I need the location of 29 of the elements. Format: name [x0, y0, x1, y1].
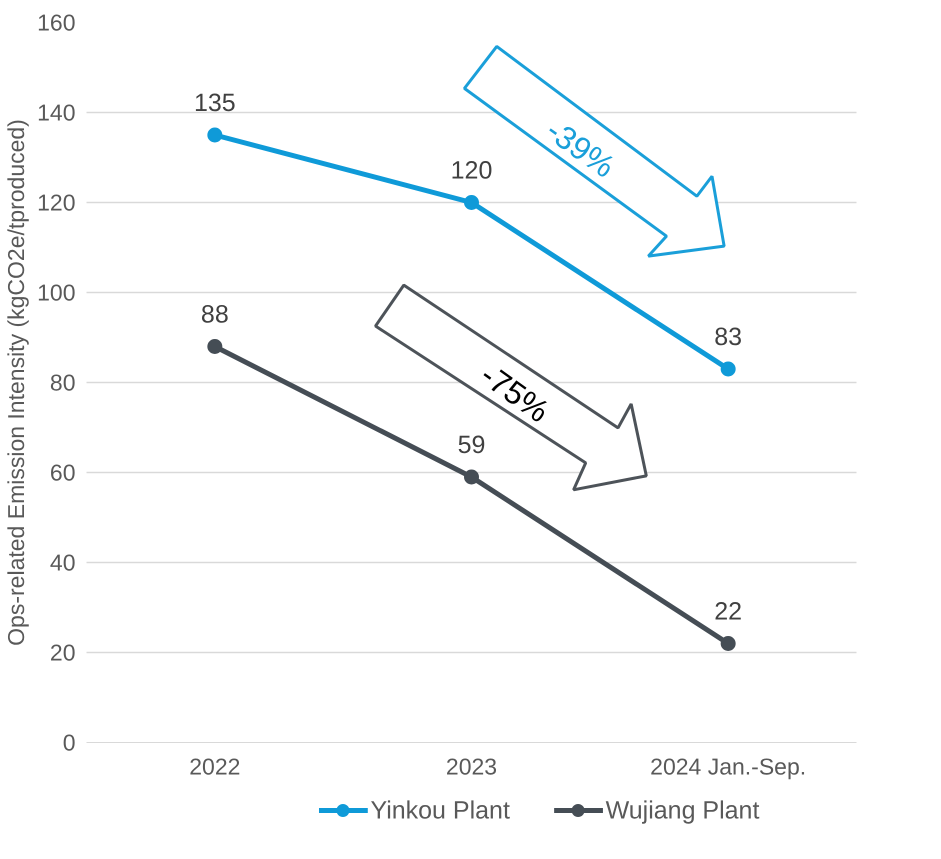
y-tick-label: 80 — [50, 370, 76, 396]
legend-label: Yinkou Plant — [370, 796, 510, 824]
y-tick-label: 20 — [50, 640, 76, 666]
data-label: 135 — [194, 89, 236, 117]
point — [720, 362, 736, 376]
data-label: 120 — [450, 156, 492, 184]
point — [207, 339, 222, 354]
annotation: -39% — [540, 112, 622, 185]
y-tick-label: 0 — [62, 730, 76, 756]
legend-label: Wujiang Plant — [606, 796, 760, 824]
data-label: 88 — [200, 300, 229, 328]
point — [464, 470, 479, 484]
data-label: 59 — [458, 431, 486, 459]
y-tick-label: 40 — [50, 550, 76, 576]
y-tick-label: 100 — [37, 280, 76, 306]
point — [720, 636, 736, 651]
y-tick-label: 140 — [37, 100, 76, 126]
y-tick-label: 60 — [50, 460, 76, 486]
y-tick-label: 160 — [37, 10, 76, 36]
data-label: 83 — [714, 323, 742, 351]
point — [464, 195, 479, 210]
x-tick-label: 2023 — [446, 754, 498, 780]
data-label: 22 — [714, 598, 742, 626]
y-axis-title: Ops-related Emission Intensity (kgCO2e/tproduced) — [3, 119, 30, 646]
x-tick-label: 2022 — [189, 754, 240, 780]
point — [207, 128, 222, 142]
y-tick-label: 120 — [37, 190, 76, 216]
x-tick-label: 2024 Jan.-Sep. — [650, 754, 806, 780]
annotation: -75% — [474, 356, 556, 430]
